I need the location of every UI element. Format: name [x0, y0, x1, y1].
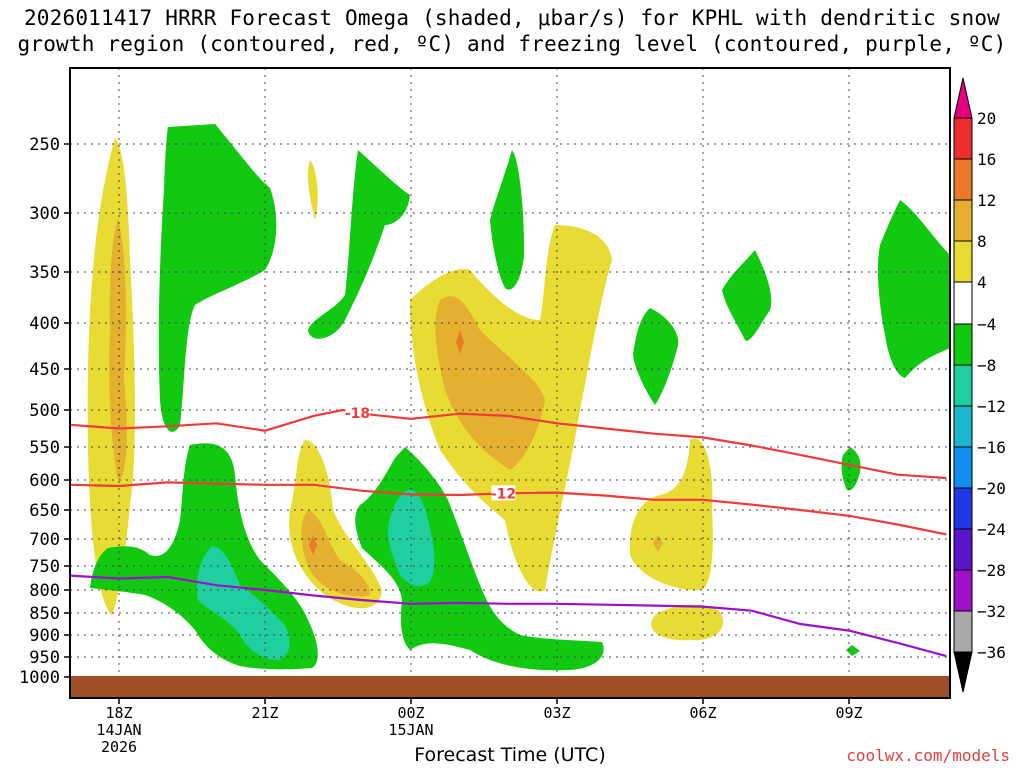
colorbar-label: 12 [977, 191, 996, 210]
omega-region-negative [633, 308, 679, 405]
omega-region-positive [651, 604, 724, 641]
colorbar-swatch [953, 364, 973, 407]
omega-region-negative [308, 150, 410, 339]
colorbar-swatch [953, 199, 973, 242]
omega-region-moderate [301, 510, 371, 597]
y-tick-label: 850 [29, 604, 60, 624]
omega-region-strong-negative [196, 546, 290, 660]
y-tick-label: 300 [29, 204, 60, 224]
colorbar: 20 16 12 8 4 −4 −8 −12 −16 −20 −24 −28 −32 −36 [953, 77, 1006, 693]
x-axis [118, 698, 850, 704]
y-tick-label: 500 [29, 401, 60, 421]
omega-region-negative [877, 200, 950, 378]
ground-terrain [71, 676, 949, 697]
colorbar-swatch [953, 487, 973, 530]
omega-region-positive [629, 438, 713, 591]
y-tick-label: 800 [29, 581, 60, 601]
colorbar-swatch [953, 569, 973, 612]
y-tick-label: 650 [29, 501, 60, 521]
colorbar-swatch [953, 323, 973, 366]
omega-region-negative [846, 645, 860, 656]
y-tick-label: 1000 [19, 668, 60, 688]
colorbar-label: 4 [977, 273, 987, 292]
colorbar-label: −16 [977, 438, 1006, 457]
colorbar-swatch [953, 117, 973, 160]
colorbar-swatch [953, 281, 973, 325]
y-tick-label: 900 [29, 626, 60, 646]
contour-label-bg [491, 485, 516, 501]
contour-label: -18 [345, 406, 370, 422]
omega-region-moderate [109, 218, 127, 480]
colorbar-label: −32 [977, 602, 1006, 621]
colorbar-label: −20 [977, 479, 1006, 498]
y-tick-label: 700 [29, 530, 60, 550]
colorbar-swatch [953, 610, 973, 653]
y-tick-label: 350 [29, 263, 60, 283]
y-tick-label: 550 [29, 438, 60, 458]
colorbar-label: −8 [977, 356, 996, 375]
contour-label-bg [345, 404, 370, 420]
colorbar-label: −24 [977, 520, 1006, 539]
x-tick-label: 06Z [689, 704, 717, 722]
y-tick-label: 400 [29, 314, 60, 334]
colorbar-label: 16 [977, 150, 996, 169]
colorbar-swatch [953, 77, 973, 119]
credit-text: coolwx.com/models [846, 746, 1010, 765]
y-tick-label: 250 [29, 135, 60, 155]
omega-region-moderate [309, 535, 317, 555]
colorbar-label: −4 [977, 315, 996, 334]
colorbar-label: −28 [977, 561, 1006, 580]
colorbar-swatch [953, 405, 973, 448]
y-axis: 2503003504004505005506006507007508008509… [19, 135, 70, 688]
omega-shading [87, 124, 950, 671]
colorbar-label: −12 [977, 397, 1006, 416]
contour-label: -12 [491, 486, 516, 502]
contour-labels: -18 -12 [345, 404, 516, 502]
omega-region-moderate [653, 535, 663, 552]
colorbar-label: 20 [977, 109, 996, 128]
colorbar-swatch [953, 158, 973, 201]
x-tick-label: 00Z 15JAN [388, 704, 434, 739]
contour-line [70, 408, 947, 480]
grid-lines [70, 68, 950, 698]
x-axis-title: Forecast Time (UTC) [414, 744, 606, 766]
y-tick-label: 950 [29, 648, 60, 668]
y-tick-label: 600 [29, 471, 60, 491]
plot-frame [69, 67, 951, 699]
omega-region-moderate [456, 330, 464, 354]
omega-region-negative [722, 250, 772, 341]
x-tick-label: 09Z [835, 704, 863, 722]
colorbar-swatch [953, 528, 973, 571]
colorbar-swatch [953, 240, 973, 283]
x-tick-label: 18Z 14JAN 2026 [96, 704, 142, 756]
chart-title-line-2: growth region (contoured, red, ºC) and f… [17, 32, 1007, 56]
omega-region-positive [307, 160, 318, 220]
x-tick-label: 03Z [543, 704, 571, 722]
omega-region-negative [841, 447, 861, 491]
chart-title-line-1: 2026011417 HRRR Forecast Omega (shaded, … [23, 6, 1001, 30]
omega-region-negative [490, 150, 525, 290]
omega-region-negative [158, 124, 277, 432]
colorbar-label: −36 [977, 643, 1006, 662]
colorbar-label: 8 [977, 232, 987, 251]
y-tick-label: 450 [29, 360, 60, 380]
y-tick-label: 750 [29, 557, 60, 577]
colorbar-swatch [953, 651, 973, 693]
x-tick-label: 21Z [251, 704, 279, 722]
colorbar-swatch [953, 446, 973, 489]
contour-line [70, 574, 947, 658]
